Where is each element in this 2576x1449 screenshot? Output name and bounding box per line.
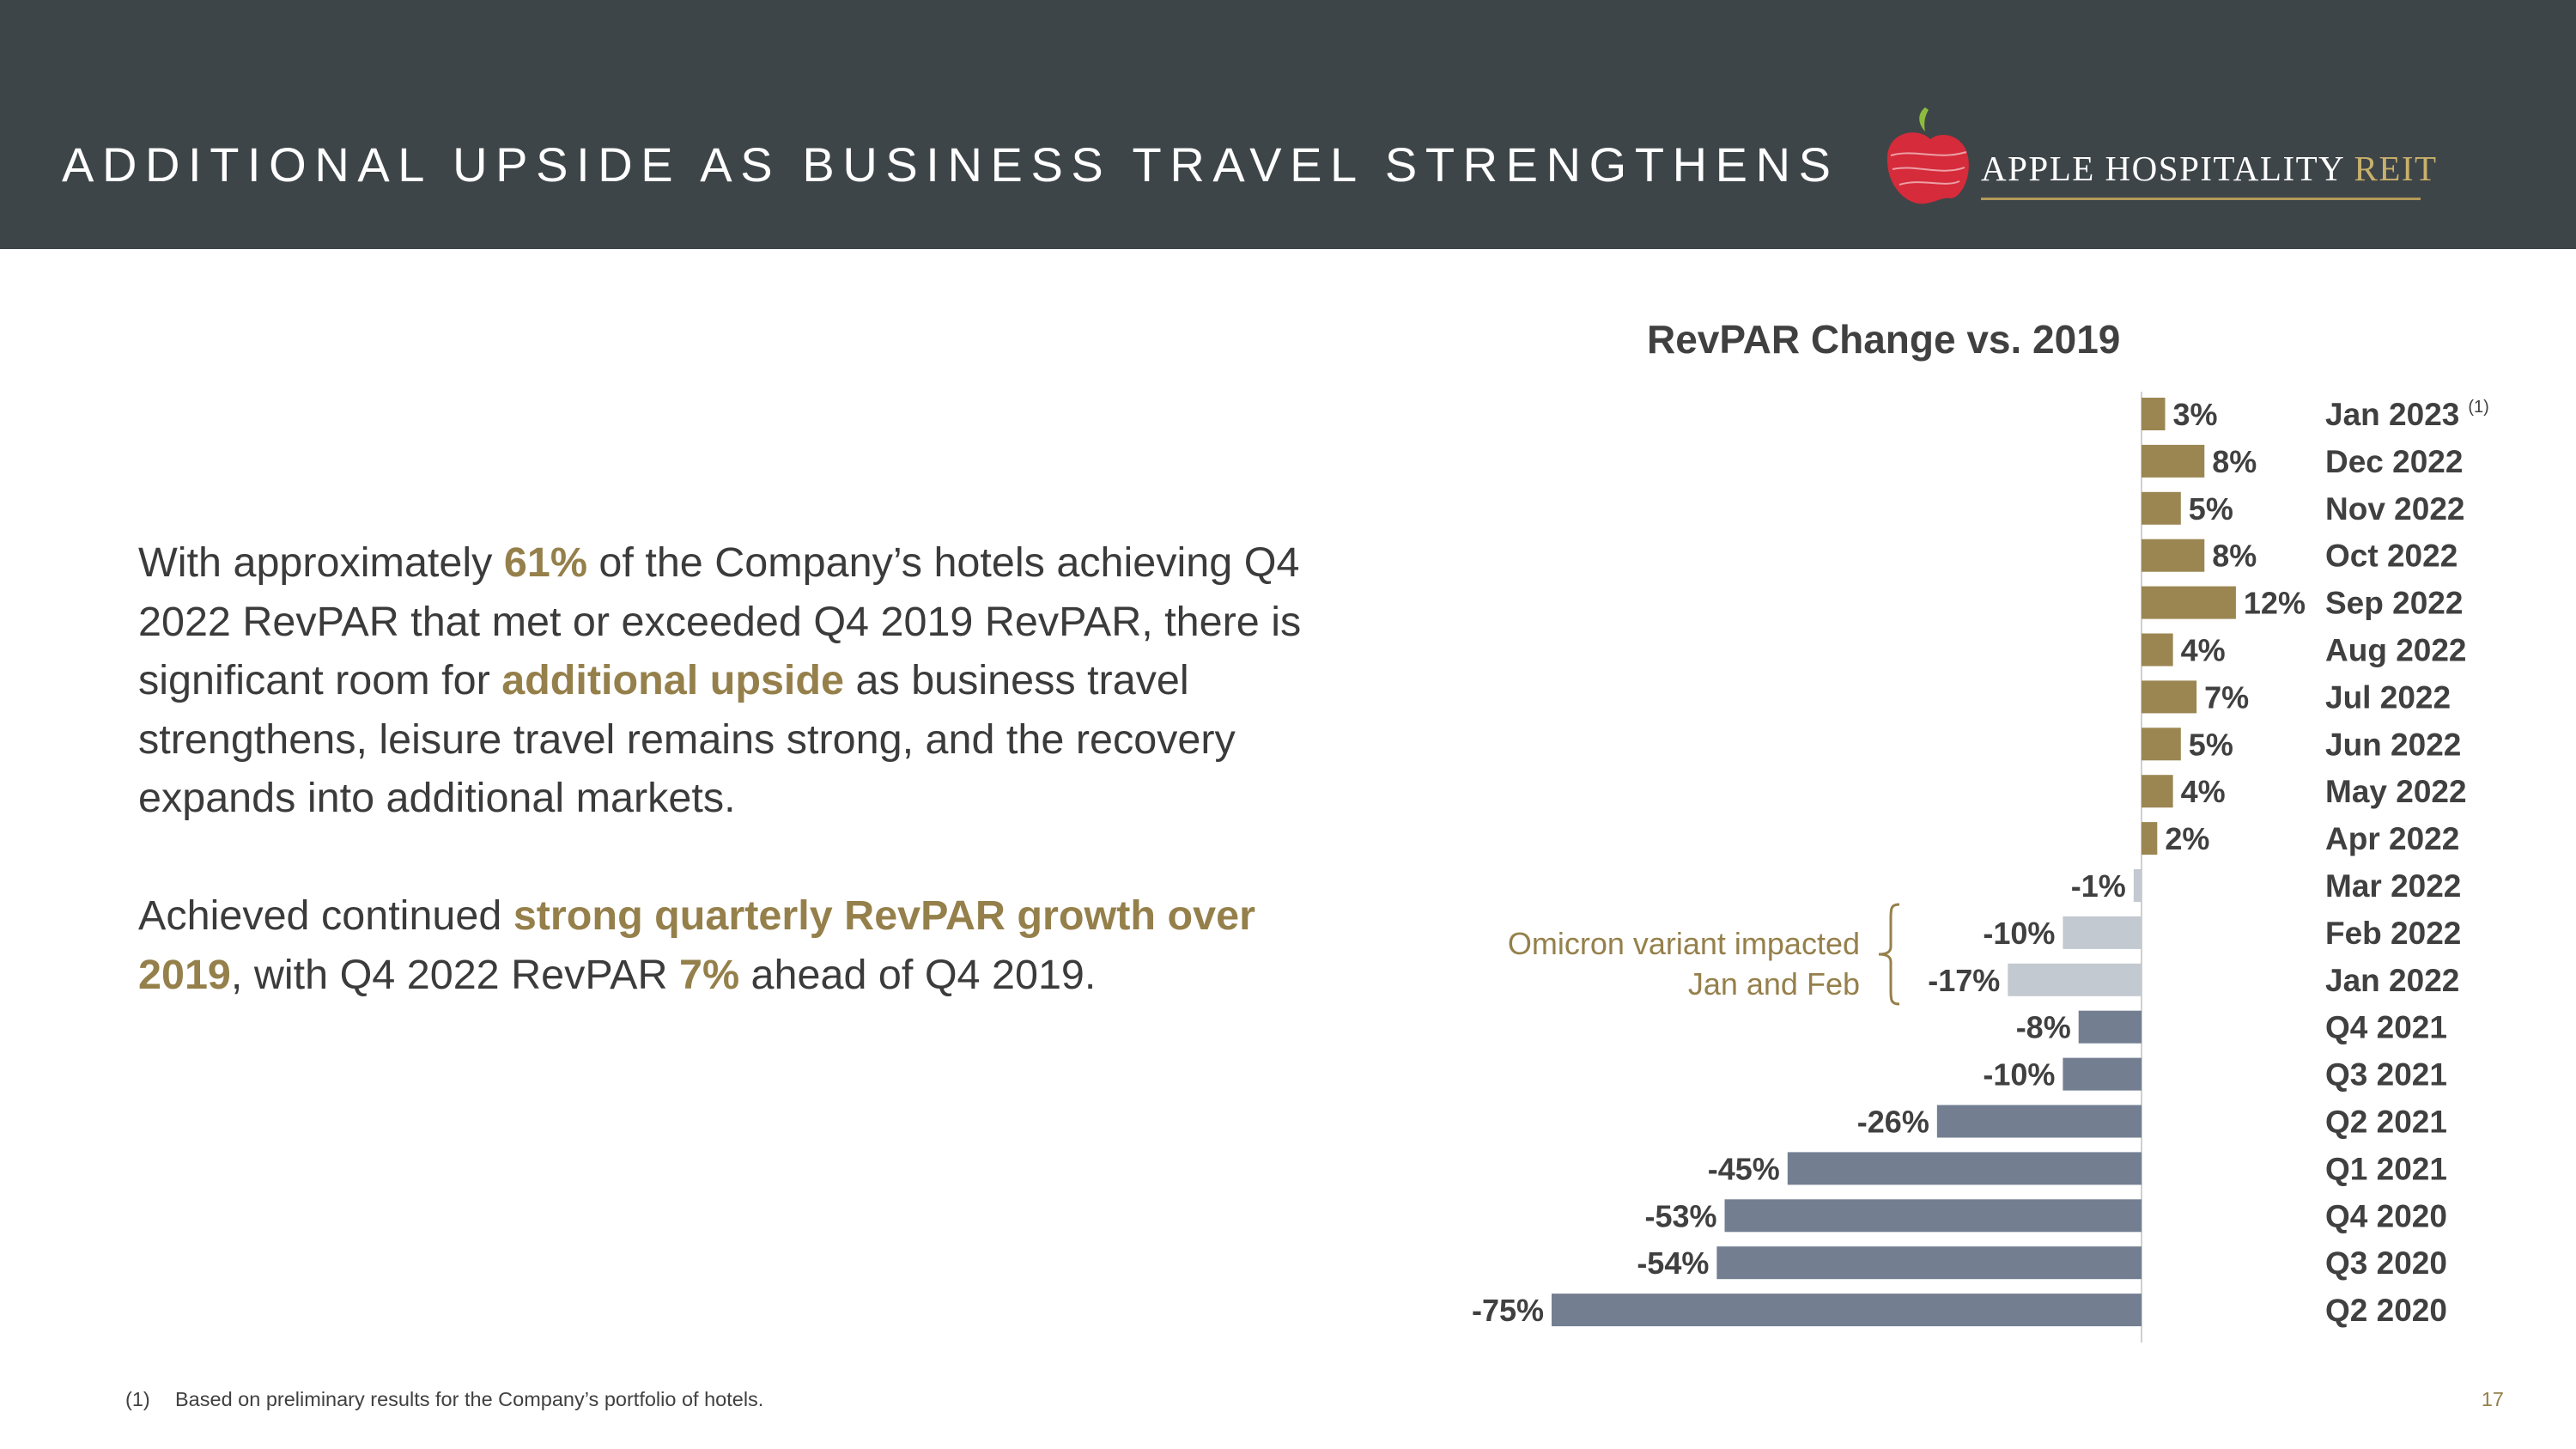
omicron-annotation: Omicron variant impacted Jan and Feb [1425, 923, 1860, 1004]
category-label: Jan 2022 [2325, 963, 2459, 998]
annotation-bracket [1878, 903, 1900, 1006]
category-label: Q2 2021 [2325, 1105, 2447, 1140]
bar-q3-2020 [1716, 1246, 2142, 1280]
bar-value-label: -54% [1637, 1245, 1709, 1281]
bar-q2-2020 [1552, 1294, 2142, 1327]
bar-value-label: -10% [1983, 916, 2055, 951]
category-label: Feb 2022 [2325, 916, 2461, 951]
category-label: Jan 2023 [2325, 397, 2459, 432]
annotation-line-1: Omicron variant impacted [1507, 926, 1860, 961]
growth-paragraph: Achieved continued strong quarterly RevP… [138, 892, 1255, 998]
bar-value-label: 5% [2189, 727, 2233, 762]
category-label: Q4 2020 [2325, 1198, 2447, 1233]
bar-oct-2022 [2142, 539, 2205, 572]
category-label: Jun 2022 [2325, 727, 2461, 762]
annotation-line-2: Jan and Feb [1687, 966, 1860, 1002]
bar-jul-2022 [2142, 680, 2197, 714]
category-label: Q3 2021 [2325, 1057, 2447, 1093]
bar-value-label: -8% [2016, 1010, 2071, 1045]
header-bar: ADDITIONAL UPSIDE AS BUSINESS TRAVEL STR… [0, 0, 2576, 249]
category-label: May 2022 [2325, 774, 2467, 809]
category-label: Mar 2022 [2325, 868, 2461, 904]
bar-value-label: 7% [2204, 679, 2249, 715]
bar-value-label: -45% [1708, 1151, 1780, 1186]
bar-q3-2021 [2063, 1057, 2142, 1091]
bar-value-label: 8% [2212, 444, 2257, 479]
bar-value-label: 2% [2165, 821, 2209, 856]
category-label: Nov 2022 [2325, 491, 2465, 527]
bar-value-label: -10% [1983, 1057, 2055, 1093]
bar-q4-2020 [1724, 1199, 2142, 1233]
category-label: Q1 2021 [2325, 1151, 2447, 1186]
bar-may-2022 [2142, 775, 2173, 808]
page-number: 17 [2481, 1388, 2504, 1410]
bar-feb-2022 [2063, 916, 2142, 949]
bar-value-label: -17% [1928, 963, 2000, 998]
bar-nov-2022 [2142, 491, 2181, 525]
apple-logo-icon [1886, 107, 1969, 204]
footnote: (1) Based on preliminary results for the … [125, 1388, 764, 1410]
category-label: Apr 2022 [2325, 821, 2459, 856]
intro-paragraph: With approximately 61% of the Company’s … [138, 539, 1302, 821]
bar-mar-2022 [2133, 869, 2142, 902]
logo-wordmark: APPLE HOSPITALITY REIT [1981, 149, 2438, 188]
bar-apr-2022 [2142, 822, 2158, 855]
bar-value-label: 8% [2212, 539, 2257, 574]
category-label: Q3 2020 [2325, 1245, 2447, 1281]
bar-sep-2022 [2142, 586, 2236, 619]
footnote-superscript: (1) [2468, 398, 2488, 417]
bar-value-label: 3% [2172, 397, 2217, 432]
bar-q1-2021 [1787, 1152, 2142, 1185]
category-label: Aug 2022 [2325, 633, 2467, 668]
category-label: Q2 2020 [2325, 1293, 2447, 1328]
bar-value-label: -75% [1472, 1293, 1544, 1328]
bar-value-label: -53% [1644, 1198, 1716, 1233]
bar-aug-2022 [2142, 633, 2173, 667]
category-label: Dec 2022 [2325, 444, 2463, 479]
bar-dec-2022 [2142, 444, 2205, 478]
bar-value-label: -26% [1857, 1105, 1929, 1140]
logo-rule [1981, 198, 2421, 200]
bar-value-label: 5% [2189, 491, 2233, 527]
bar-value-label: 4% [2181, 774, 2226, 809]
bar-jan-2022 [2008, 963, 2142, 996]
bar-value-label: -1% [2071, 868, 2126, 904]
category-label: Sep 2022 [2325, 586, 2463, 621]
bar-value-label: 4% [2181, 633, 2226, 668]
page-title: ADDITIONAL UPSIDE AS BUSINESS TRAVEL STR… [62, 137, 1839, 192]
category-label: Jul 2022 [2325, 679, 2451, 715]
bar-q4-2021 [2078, 1010, 2142, 1044]
bar-jan-2023 [2142, 398, 2166, 430]
bar-q2-2021 [1936, 1105, 2142, 1138]
category-label: Q4 2021 [2325, 1010, 2447, 1045]
bar-value-label: 12% [2244, 586, 2306, 621]
chart-title: RevPAR Change vs. 2019 [1647, 317, 2121, 362]
bar-jun-2022 [2142, 728, 2181, 761]
category-label: Oct 2022 [2325, 539, 2458, 574]
